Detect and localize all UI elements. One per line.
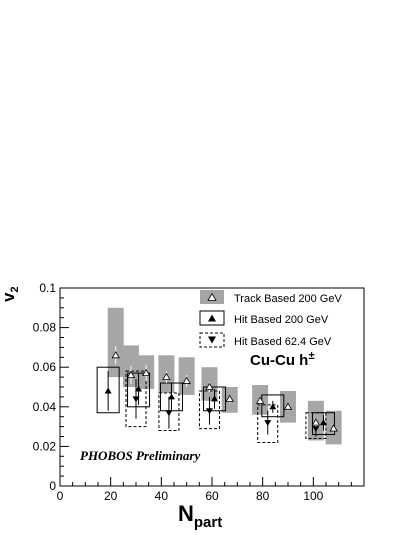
- y-tick-label: 0.04: [33, 400, 57, 414]
- hit62-point: [132, 396, 140, 403]
- track-point: [225, 394, 234, 402]
- hit62-point: [205, 408, 213, 415]
- hit62-point: [165, 410, 173, 417]
- y-tick-label: 0.02: [33, 439, 57, 453]
- system-annotation-superscript: ±: [308, 350, 314, 362]
- track-point: [311, 418, 321, 426]
- hit200-point: [167, 393, 175, 400]
- legend-label-hit200: Hit Based 200 GeV: [234, 314, 329, 326]
- track-syst-band: [107, 307, 124, 378]
- hit62-syst-box: [257, 404, 279, 443]
- preliminary-annotation: PHOBOS Preliminary: [80, 448, 200, 463]
- legend-marker-hit62: [208, 336, 216, 344]
- track-point: [329, 424, 338, 432]
- system-annotation: Cu-Cu h±: [250, 350, 314, 369]
- x-tick-label: 60: [205, 489, 219, 503]
- hit200-syst-box: [203, 386, 227, 412]
- track-point: [141, 368, 151, 377]
- y-tick-label: 0.08: [33, 321, 57, 335]
- data-marker-layer: [104, 346, 338, 437]
- axis-tick-layer: 0 20 40 60 80 100 0 0.02 0.04 0.06 0.08 0.1: [33, 281, 352, 503]
- y-tick-label: 0: [49, 479, 56, 493]
- legend-marker-track: [207, 292, 217, 301]
- hit200-point: [135, 385, 143, 392]
- hit200-syst-box: [261, 394, 285, 418]
- x-axis-title-sub: part: [194, 514, 222, 531]
- hit62-syst-box: [158, 392, 180, 432]
- track-point: [162, 372, 171, 381]
- system-annotation-text: Cu-Cu h: [250, 352, 308, 369]
- hit62-point: [264, 420, 272, 427]
- legend: Track Based 200 GeV Hit Based 200 GeV Hi…: [199, 290, 342, 348]
- track-point: [111, 351, 120, 359]
- hit200-point: [104, 387, 112, 394]
- hit62-point: [312, 426, 320, 433]
- x-tick-label: 80: [256, 489, 270, 503]
- hit62-syst-box: [305, 412, 327, 439]
- legend-label-hit62: Hit Based 62.4 GeV: [234, 336, 332, 348]
- x-tick-label: 20: [104, 489, 118, 503]
- x-axis-title: Npart: [178, 501, 222, 531]
- x-tick-label: 0: [57, 489, 64, 503]
- legend-swatch-hit200: [199, 310, 225, 326]
- x-axis-title-main: N: [178, 501, 194, 526]
- hit200-point: [211, 395, 219, 402]
- legend-swatch-hit62: [199, 332, 225, 348]
- legend-marker-hit200: [208, 314, 216, 322]
- track-point: [182, 376, 191, 384]
- y-tick-label: 0.06: [33, 360, 57, 374]
- y-axis-title: v2: [0, 286, 21, 302]
- legend-label-track: Track Based 200 GeV: [234, 293, 342, 305]
- x-tick-label: 40: [155, 489, 169, 503]
- track-point: [255, 396, 265, 404]
- y-tick-label: 0.1: [39, 281, 56, 295]
- track-point: [283, 402, 293, 410]
- y-axis-title-main: v: [0, 292, 18, 302]
- hit62-syst-box: [125, 370, 147, 428]
- hit200-syst-box: [96, 366, 120, 414]
- y-axis-title-sub: 2: [9, 286, 21, 292]
- x-tick-label: 100: [303, 489, 323, 503]
- hit200-point: [319, 419, 327, 426]
- track-point: [126, 370, 136, 379]
- track-point: [205, 382, 214, 390]
- hit200-point: [269, 403, 277, 410]
